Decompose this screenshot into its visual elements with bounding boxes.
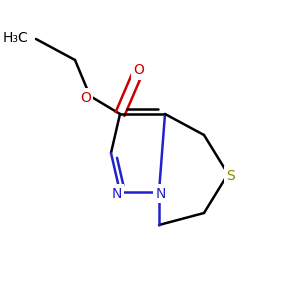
Text: N: N	[112, 187, 122, 200]
Text: H₃C: H₃C	[3, 31, 28, 44]
Text: N: N	[155, 187, 166, 200]
Text: S: S	[226, 169, 235, 182]
Text: O: O	[80, 91, 91, 104]
Text: O: O	[133, 64, 144, 77]
